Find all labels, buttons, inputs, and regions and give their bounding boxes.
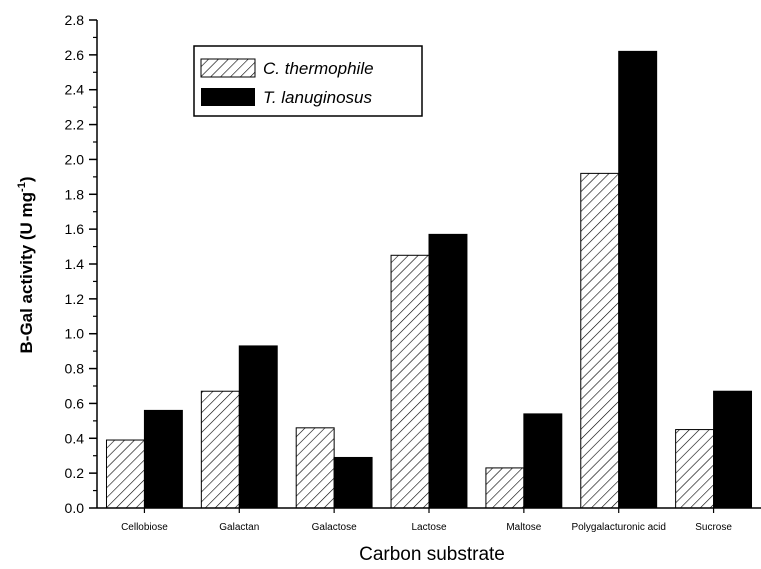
bar-t-lanuginosus: [143, 409, 183, 509]
y-tick-label: 0.8: [65, 361, 85, 377]
legend-label-c-thermophile: C. thermophile: [263, 59, 374, 78]
bar-c-thermophile: [295, 427, 335, 509]
legend: C. thermophile T. lanuginosus: [193, 45, 423, 117]
bar-c-thermophile: [675, 429, 715, 509]
bar-t-lanuginosus: [618, 50, 658, 509]
bar-t-lanuginosus: [713, 390, 753, 509]
x-tick-label: Galactan: [219, 522, 259, 533]
y-tick-label: 0.2: [65, 465, 85, 481]
y-tick-label: 1.6: [65, 221, 85, 237]
bar-c-thermophile: [485, 467, 525, 509]
y-axis-title-superscript: -1: [16, 182, 28, 192]
y-tick-label: 2.8: [65, 12, 85, 28]
bar-t-lanuginosus: [333, 456, 373, 509]
bar-t-lanuginosus: [523, 413, 563, 509]
bar-c-thermophile: [200, 390, 240, 509]
y-tick-label: 1.4: [65, 256, 85, 272]
x-tick-label: Maltose: [506, 522, 541, 533]
y-tick-label: 2.0: [65, 151, 85, 167]
y-axis-title-main: B-Gal activity (U mg: [17, 192, 36, 354]
y-tick-label: 0.6: [65, 395, 85, 411]
bar-t-lanuginosus: [428, 233, 468, 509]
bar-t-lanuginosus: [238, 345, 278, 509]
x-tick-label: Cellobiose: [121, 522, 168, 533]
x-tick-label: Galactose: [312, 522, 357, 533]
y-tick-label: 0.0: [65, 500, 85, 516]
x-tick-label: Polygalacturonic acid: [571, 522, 666, 533]
y-axis-title-close: ): [17, 177, 36, 183]
legend-label-t-lanuginosus: T. lanuginosus: [263, 88, 373, 107]
y-tick-label: 0.4: [65, 430, 85, 446]
plot-area: [105, 50, 753, 509]
bar-c-thermophile: [105, 439, 145, 509]
y-axis-ticks: 0.0 0.2 0.4 0.6 0.8 1.0 1.2 1.4 1.6 1.8 2.0 2.2 2.4 2…: [65, 12, 97, 516]
legend-swatch-c-thermophile: [200, 58, 256, 78]
y-tick-label: 1.2: [65, 291, 85, 307]
bar-c-thermophile: [580, 172, 620, 509]
legend-swatch-t-lanuginosus: [201, 88, 255, 106]
y-tick-label: 1.0: [65, 326, 85, 342]
x-axis-title: Carbon substrate: [359, 544, 505, 565]
y-tick-label: 2.4: [65, 82, 85, 98]
x-axis-ticks: Cellobiose Galactan Galactose Lactose Maltos…: [121, 508, 732, 533]
x-tick-label: Sucrose: [695, 522, 732, 533]
y-tick-label: 1.8: [65, 186, 85, 202]
y-axis-title: B-Gal activity (U mg-1): [16, 177, 36, 354]
x-tick-label: Lactose: [411, 522, 446, 533]
bar-c-thermophile: [390, 254, 430, 509]
y-tick-label: 2.6: [65, 47, 85, 63]
y-tick-label: 2.2: [65, 117, 85, 133]
